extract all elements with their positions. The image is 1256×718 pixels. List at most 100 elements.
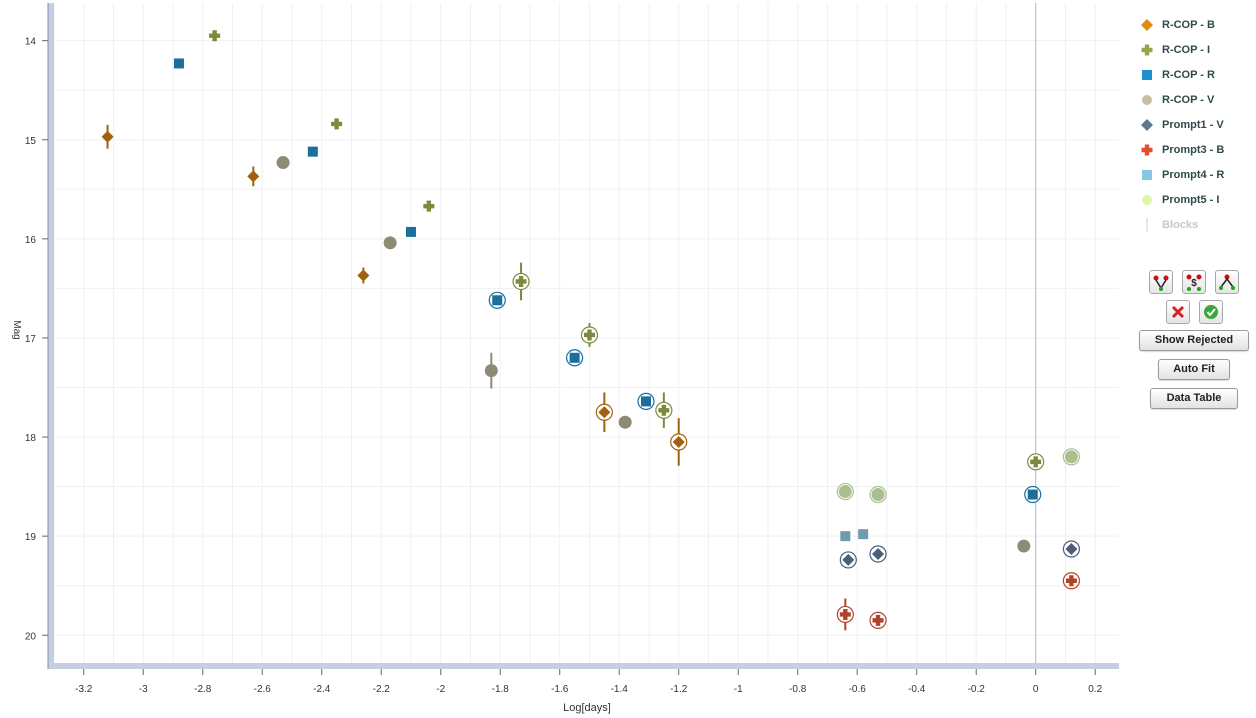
data-point [1064, 450, 1078, 464]
legend-label: Prompt4 - R [1162, 168, 1225, 181]
legend-marker-shape [1142, 194, 1152, 205]
auto-fit-button[interactable]: Auto Fit [1158, 359, 1230, 380]
y-tick-label: 20 [25, 631, 37, 642]
legend-marker [1141, 18, 1153, 31]
legend-item[interactable]: Prompt4 - R [1138, 162, 1250, 187]
series-r-cop-b [101, 124, 688, 466]
data-marks [101, 30, 1081, 631]
series-r-cop-r [173, 58, 1042, 504]
legend-marker [1141, 44, 1153, 55]
legend-item[interactable]: Prompt3 - B [1138, 137, 1250, 162]
legend-item[interactable]: R-COP - B [1138, 12, 1250, 37]
data-point [658, 404, 670, 416]
legend-marker-shape [1141, 144, 1153, 155]
legend-label: Prompt5 - I [1162, 193, 1220, 206]
data-point [872, 614, 884, 626]
legend-label: Blocks [1162, 218, 1199, 231]
x-tick-label: -0.6 [849, 684, 867, 695]
data-point [640, 396, 651, 407]
x-tick-label: -3 [139, 684, 148, 695]
data-point [840, 531, 851, 542]
data-point [618, 415, 632, 429]
svg-text:$: $ [1191, 278, 1197, 289]
data-point [672, 436, 685, 449]
data-point [484, 364, 498, 378]
data-point [515, 275, 527, 287]
legend-item[interactable]: Prompt1 - V [1138, 112, 1250, 137]
legend-label: Prompt3 - B [1162, 143, 1225, 156]
data-point [872, 547, 885, 560]
legend-marker [1146, 217, 1148, 232]
x-tick-label: -3.2 [75, 684, 93, 695]
x-axis-label: Log[days] [563, 702, 611, 714]
reject-icon[interactable] [1165, 300, 1190, 324]
legend-marker-shape [1141, 44, 1153, 55]
x-tick-label: -0.4 [908, 684, 926, 695]
legend-label: R-COP - I [1162, 43, 1211, 56]
series-prompt1-v [839, 540, 1081, 569]
axes: -3.2 -3 -2.8 -2.6 -2.4 -2.2 -2 -1.8 -1.6 -1.4 -1.2… [25, 3, 1119, 695]
legend-label: R-COP - V [1162, 93, 1215, 106]
data-point [423, 200, 435, 212]
legend: R-COP - B R-COP - I R-COP - R R-COP - V Prom… [1138, 12, 1250, 237]
legend-marker [1142, 194, 1152, 205]
series-r-cop-v [276, 156, 1031, 553]
x-tick-label: -2.8 [194, 684, 212, 695]
x-tick-label: -0.2 [968, 684, 986, 695]
legend-marker-shape [1142, 69, 1152, 80]
data-point [1027, 489, 1038, 500]
x-tick-label: -0.8 [789, 684, 807, 695]
grid [53, 3, 1119, 663]
data-point [871, 488, 885, 502]
legend-label: Prompt1 - V [1162, 118, 1224, 131]
x-tick-label: -1.8 [492, 684, 510, 695]
x-tick-label: -1.2 [670, 684, 688, 695]
x-tick-label: -2 [436, 684, 445, 695]
controls-panel: $ Show Rejected Auto Fit Data Table [1136, 270, 1252, 417]
x-tick-label: 0.2 [1088, 684, 1102, 695]
x-tick-label: -2.6 [254, 684, 272, 695]
y-tick-label: 18 [25, 433, 37, 444]
fit-down-icon[interactable] [1149, 270, 1173, 294]
legend-label: R-COP - B [1162, 18, 1215, 31]
legend-item[interactable]: R-COP - R [1138, 62, 1250, 87]
data-point [838, 485, 852, 499]
data-point [569, 352, 580, 363]
fit-zero-icon[interactable]: $ [1182, 270, 1206, 294]
legend-marker [1141, 144, 1153, 155]
accept-icon[interactable] [1198, 300, 1223, 324]
legend-marker-shape [1141, 118, 1153, 131]
data-point [331, 118, 343, 130]
legend-marker-shape [1142, 169, 1152, 180]
series-r-cop-i [209, 30, 1045, 471]
data-table-button[interactable]: Data Table [1150, 388, 1238, 409]
data-point [1065, 543, 1078, 556]
y-tick-label: 17 [25, 334, 37, 345]
data-point [101, 130, 114, 143]
x-tick-label: -1.4 [611, 684, 629, 695]
data-point [405, 226, 416, 237]
series-prompt5-i [836, 448, 1081, 504]
y-tick-label: 15 [25, 136, 37, 147]
data-point [583, 329, 595, 341]
data-point [247, 170, 260, 183]
legend-item[interactable]: R-COP - I [1138, 37, 1250, 62]
data-point [1017, 539, 1031, 553]
fit-up-icon[interactable] [1215, 270, 1239, 294]
data-point [858, 529, 869, 540]
data-point [842, 553, 855, 566]
legend-marker [1142, 69, 1152, 80]
data-point [1065, 575, 1077, 587]
data-point [383, 236, 397, 250]
y-tick-label: 16 [25, 235, 37, 246]
legend-item[interactable]: Prompt5 - I [1138, 187, 1250, 212]
y-tick-label: 14 [25, 37, 37, 48]
show-rejected-button[interactable]: Show Rejected [1139, 330, 1249, 351]
legend-marker-shape [1141, 18, 1153, 31]
legend-item[interactable]: Blocks [1138, 212, 1250, 237]
y-axis-label: Mag [11, 320, 22, 339]
legend-marker-shape [1142, 94, 1152, 105]
legend-item[interactable]: R-COP - V [1138, 87, 1250, 112]
legend-marker [1142, 94, 1152, 105]
